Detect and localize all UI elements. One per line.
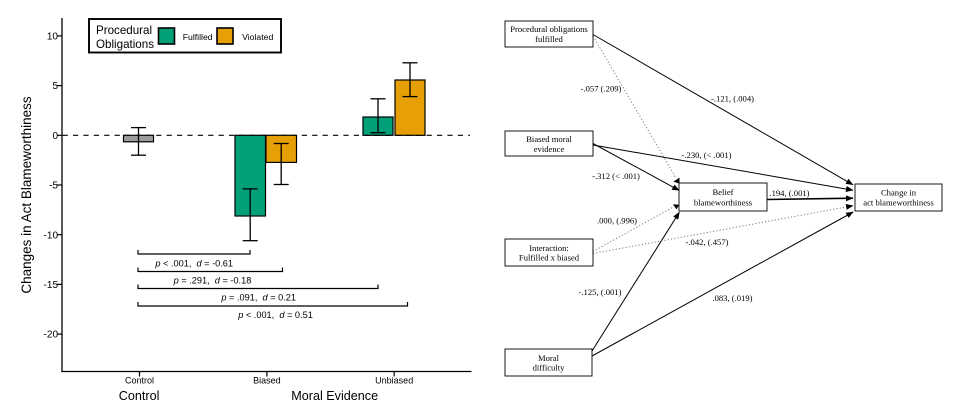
svg-text:10: 10 bbox=[47, 32, 59, 43]
svg-text:Fulfilled x biased: Fulfilled x biased bbox=[519, 253, 580, 263]
svg-text:-.121, (.004): -.121, (.004) bbox=[711, 94, 754, 104]
svg-text:Violated: Violated bbox=[242, 32, 273, 42]
svg-text:.194, (.001): .194, (.001) bbox=[769, 188, 809, 198]
svg-text:-.312 (< .001): -.312 (< .001) bbox=[592, 171, 640, 181]
svg-text:Belief: Belief bbox=[713, 187, 734, 197]
svg-text:.000, (.996): .000, (.996) bbox=[597, 216, 637, 226]
svg-text:Control: Control bbox=[119, 389, 160, 403]
svg-text:blameworthiness: blameworthiness bbox=[694, 197, 753, 207]
svg-text:Unbiased: Unbiased bbox=[375, 376, 413, 386]
svg-text:-5: -5 bbox=[49, 181, 58, 192]
svg-text:Change in: Change in bbox=[881, 188, 917, 198]
svg-text:Changes in Act Blameworthiness: Changes in Act Blameworthiness bbox=[19, 96, 34, 294]
svg-text:p = .291, d = -0.18: p = .291, d = -0.18 bbox=[173, 276, 252, 286]
svg-text:-10: -10 bbox=[44, 230, 59, 241]
svg-text:.083, (.019): .083, (.019) bbox=[712, 293, 752, 303]
svg-text:Control: Control bbox=[125, 376, 154, 386]
svg-text:Interaction:: Interaction: bbox=[529, 243, 569, 253]
svg-text:Fulfilled: Fulfilled bbox=[183, 32, 213, 42]
svg-text:5: 5 bbox=[52, 81, 58, 92]
svg-text:evidence: evidence bbox=[534, 144, 565, 154]
svg-text:fulfilled: fulfilled bbox=[535, 34, 563, 44]
svg-text:Obligations: Obligations bbox=[96, 38, 154, 51]
svg-text:-15: -15 bbox=[44, 280, 59, 291]
svg-text:-.057 (.209): -.057 (.209) bbox=[581, 83, 622, 93]
svg-text:p < .001, d = 0.51: p < .001, d = 0.51 bbox=[237, 310, 313, 320]
svg-text:Procedural obligations: Procedural obligations bbox=[510, 24, 588, 34]
svg-text:Moral: Moral bbox=[538, 353, 560, 363]
svg-text:-.230, (< .001): -.230, (< .001) bbox=[682, 150, 732, 160]
svg-text:0: 0 bbox=[52, 131, 58, 142]
svg-text:Procedural: Procedural bbox=[96, 24, 152, 37]
svg-text:act blameworthiness: act blameworthiness bbox=[863, 198, 934, 208]
svg-text:-.042, (.457): -.042, (.457) bbox=[686, 237, 729, 247]
svg-text:p < .001, d = -0.61: p < .001, d = -0.61 bbox=[154, 258, 233, 268]
svg-text:Biased moral: Biased moral bbox=[526, 134, 572, 144]
svg-text:-.125, (.001): -.125, (.001) bbox=[579, 287, 622, 297]
svg-text:p = .091, d = 0.21: p = .091, d = 0.21 bbox=[220, 293, 296, 303]
svg-text:-20: -20 bbox=[44, 330, 59, 341]
svg-text:difficulty: difficulty bbox=[533, 363, 566, 373]
svg-text:Biased: Biased bbox=[253, 376, 281, 386]
svg-text:Moral Evidence: Moral Evidence bbox=[291, 389, 378, 403]
